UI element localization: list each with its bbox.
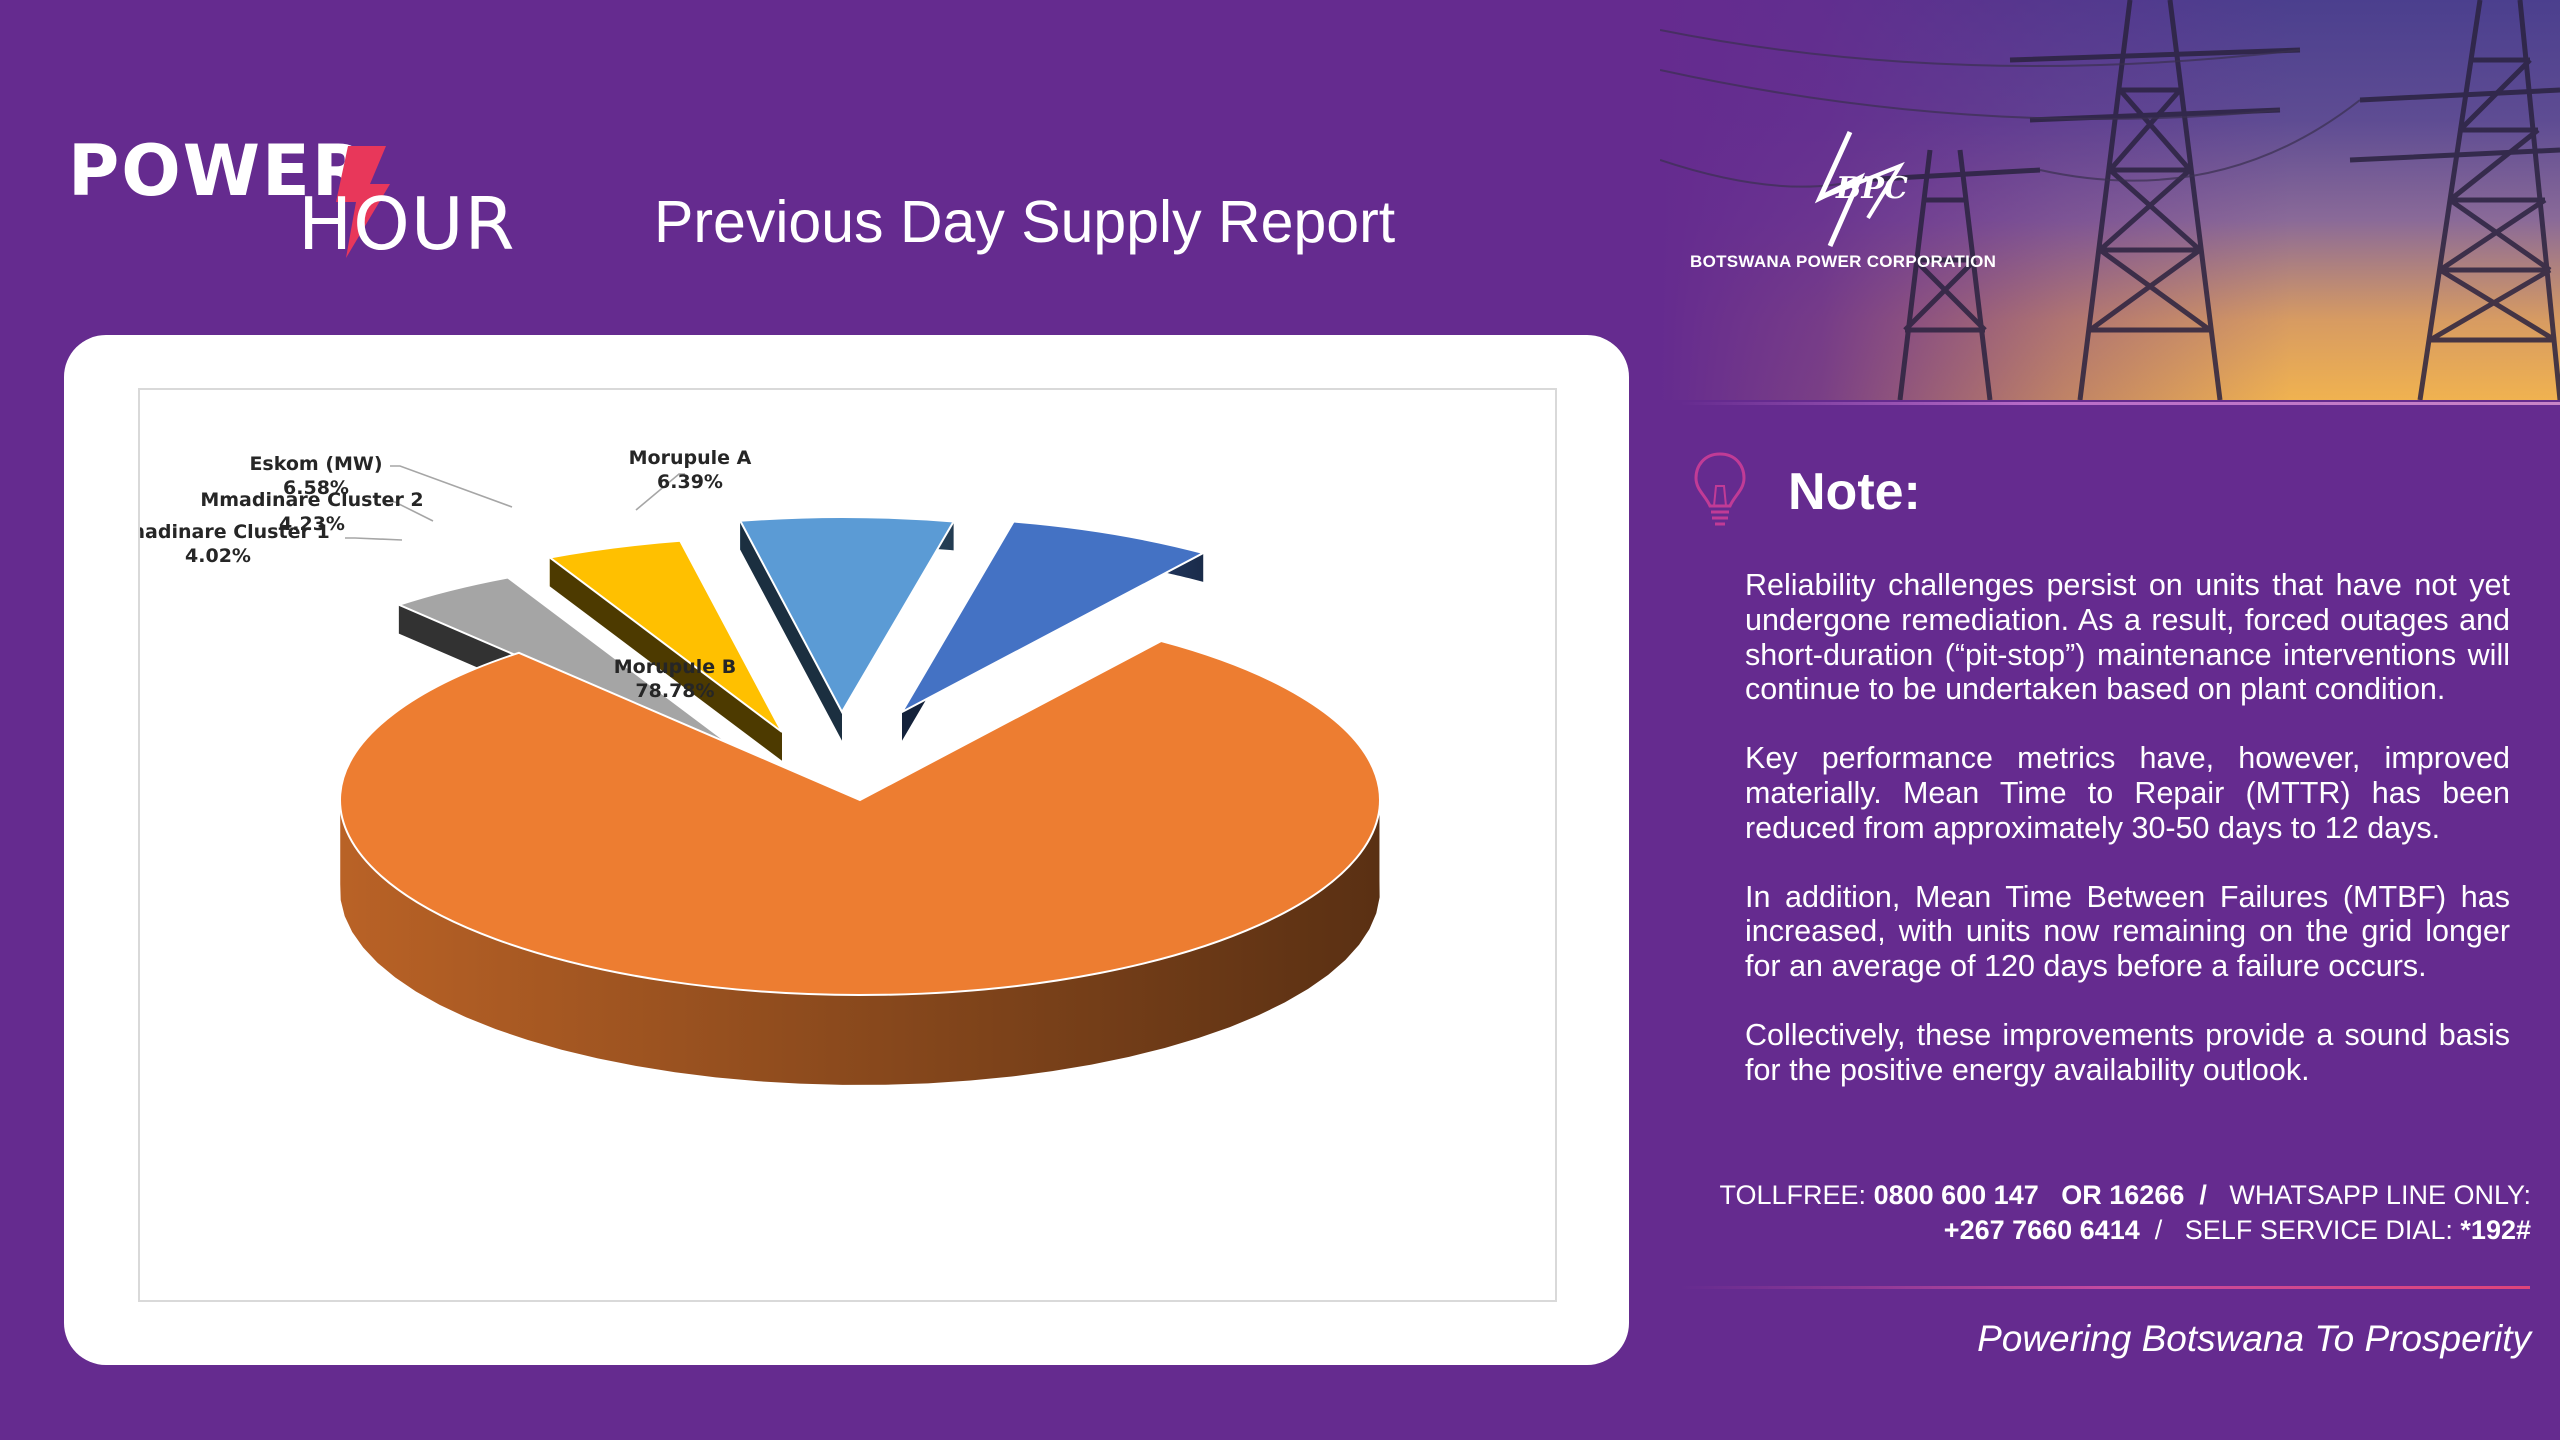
pie-slice-morupule-b [339,639,1381,1085]
leader-line-morupule-a [635,473,685,511]
data-label-name: Morupule A [629,447,752,469]
logo-word-hour: HOUR [298,182,516,266]
slice-top-face [396,576,741,753]
bpc-monogram-icon: BPC [1814,130,1908,248]
contact-line-2: +267 7660 6414 / SELF SERVICE DIAL: *192… [1719,1213,2531,1248]
separator: / [2199,1180,2207,1210]
note-heading: Note: [1788,463,1921,521]
bpc-monogram-text: BPC [1835,171,1908,206]
note-paragraph: In addition, Mean Time Between Failures … [1745,879,2510,984]
data-label-value: 4.23% [279,513,345,535]
note-paragraph: Key performance metrics have, however, i… [1745,741,2510,845]
note-paragraph: Collectively, these improvements provide… [1745,1017,2510,1087]
corp-name: BOTSWANA POWER CORPORATION [1690,252,1997,271]
whatsapp-number: +267 7660 6414 [1943,1215,2140,1245]
contact-info: TOLLFREE: 0800 600 147 OR 16266 / WHATSA… [1719,1178,2531,1248]
section-divider [1680,402,2560,405]
slice-inner-wall [549,557,782,761]
slice-inner-wall [740,520,842,741]
footer-divider [1680,1286,2530,1289]
data-label-name: Eskom (MW) [249,453,382,475]
contact-line-1: TOLLFREE: 0800 600 147 OR 16266 / WHATSA… [1719,1178,2531,1213]
bpc-logo: BPC BOTSWANA POWER CORPORATION [1690,128,2030,278]
pie-slice-morupule-a [899,520,1206,741]
slice-side-wall [340,791,1380,1085]
whatsapp-label: WHATSAPP LINE ONLY: [2229,1180,2531,1210]
data-label-value: 6.58% [283,477,349,499]
pie-slice-mmadinare-cluster-2 [547,539,783,761]
tollfree-number: 0800 600 147 [1873,1180,2039,1210]
lightning-bolt-icon [336,146,390,258]
data-label-value: 4.02% [185,545,251,567]
chart-frame: Morupule B78.78% Mmadinare Cluster 14.02%… [138,388,1557,1302]
slice-top-face [339,639,1381,996]
pylon-silhouettes [1660,0,2560,400]
note-body: Reliability challenges persist on units … [1745,568,2510,1122]
chart-card: Morupule B78.78% Mmadinare Cluster 14.02%… [64,335,1629,1365]
leader-line-mmadinare-cluster-2 [385,501,434,522]
page-title: Previous Day Supply Report [654,189,1396,255]
leader-line-mmadinare-cluster-1 [345,537,403,541]
data-label-name: Morupule B [614,656,736,678]
power-lines-photo [1660,0,2560,400]
note-paragraph: Reliability challenges persist on units … [1745,568,2510,707]
pie-chart: Morupule B78.78% Mmadinare Cluster 14.02%… [140,447,1381,1085]
data-label-name: Mmadinare Cluster 1 [140,521,330,543]
short-number: 16266 [2109,1180,2185,1210]
tagline: Powering Botswana To Prosperity [1977,1318,2531,1359]
self-service-label: SELF SERVICE DIAL: [2184,1215,2453,1245]
tollfree-label: TOLLFREE: [1719,1180,1867,1210]
separator: / [2154,1215,2163,1245]
leader-line-eskom-mw [390,465,513,508]
data-label-value: 78.78% [635,680,714,702]
or-label: OR [2061,1180,2102,1210]
self-service-code: *192# [2460,1215,2531,1245]
data-label-value: 6.39% [657,471,723,493]
lightbulb-icon [1694,452,1746,526]
logo-word-power: POWER [68,130,368,212]
slice-top-face [899,520,1206,715]
data-label-name: Mmadinare Cluster 2 [200,489,423,511]
pie-slice-eskom-mw [738,516,956,741]
slice-top-face [738,516,956,715]
slice-top-face [547,539,783,733]
power-hour-logo: POWER HOUR [68,136,538,266]
